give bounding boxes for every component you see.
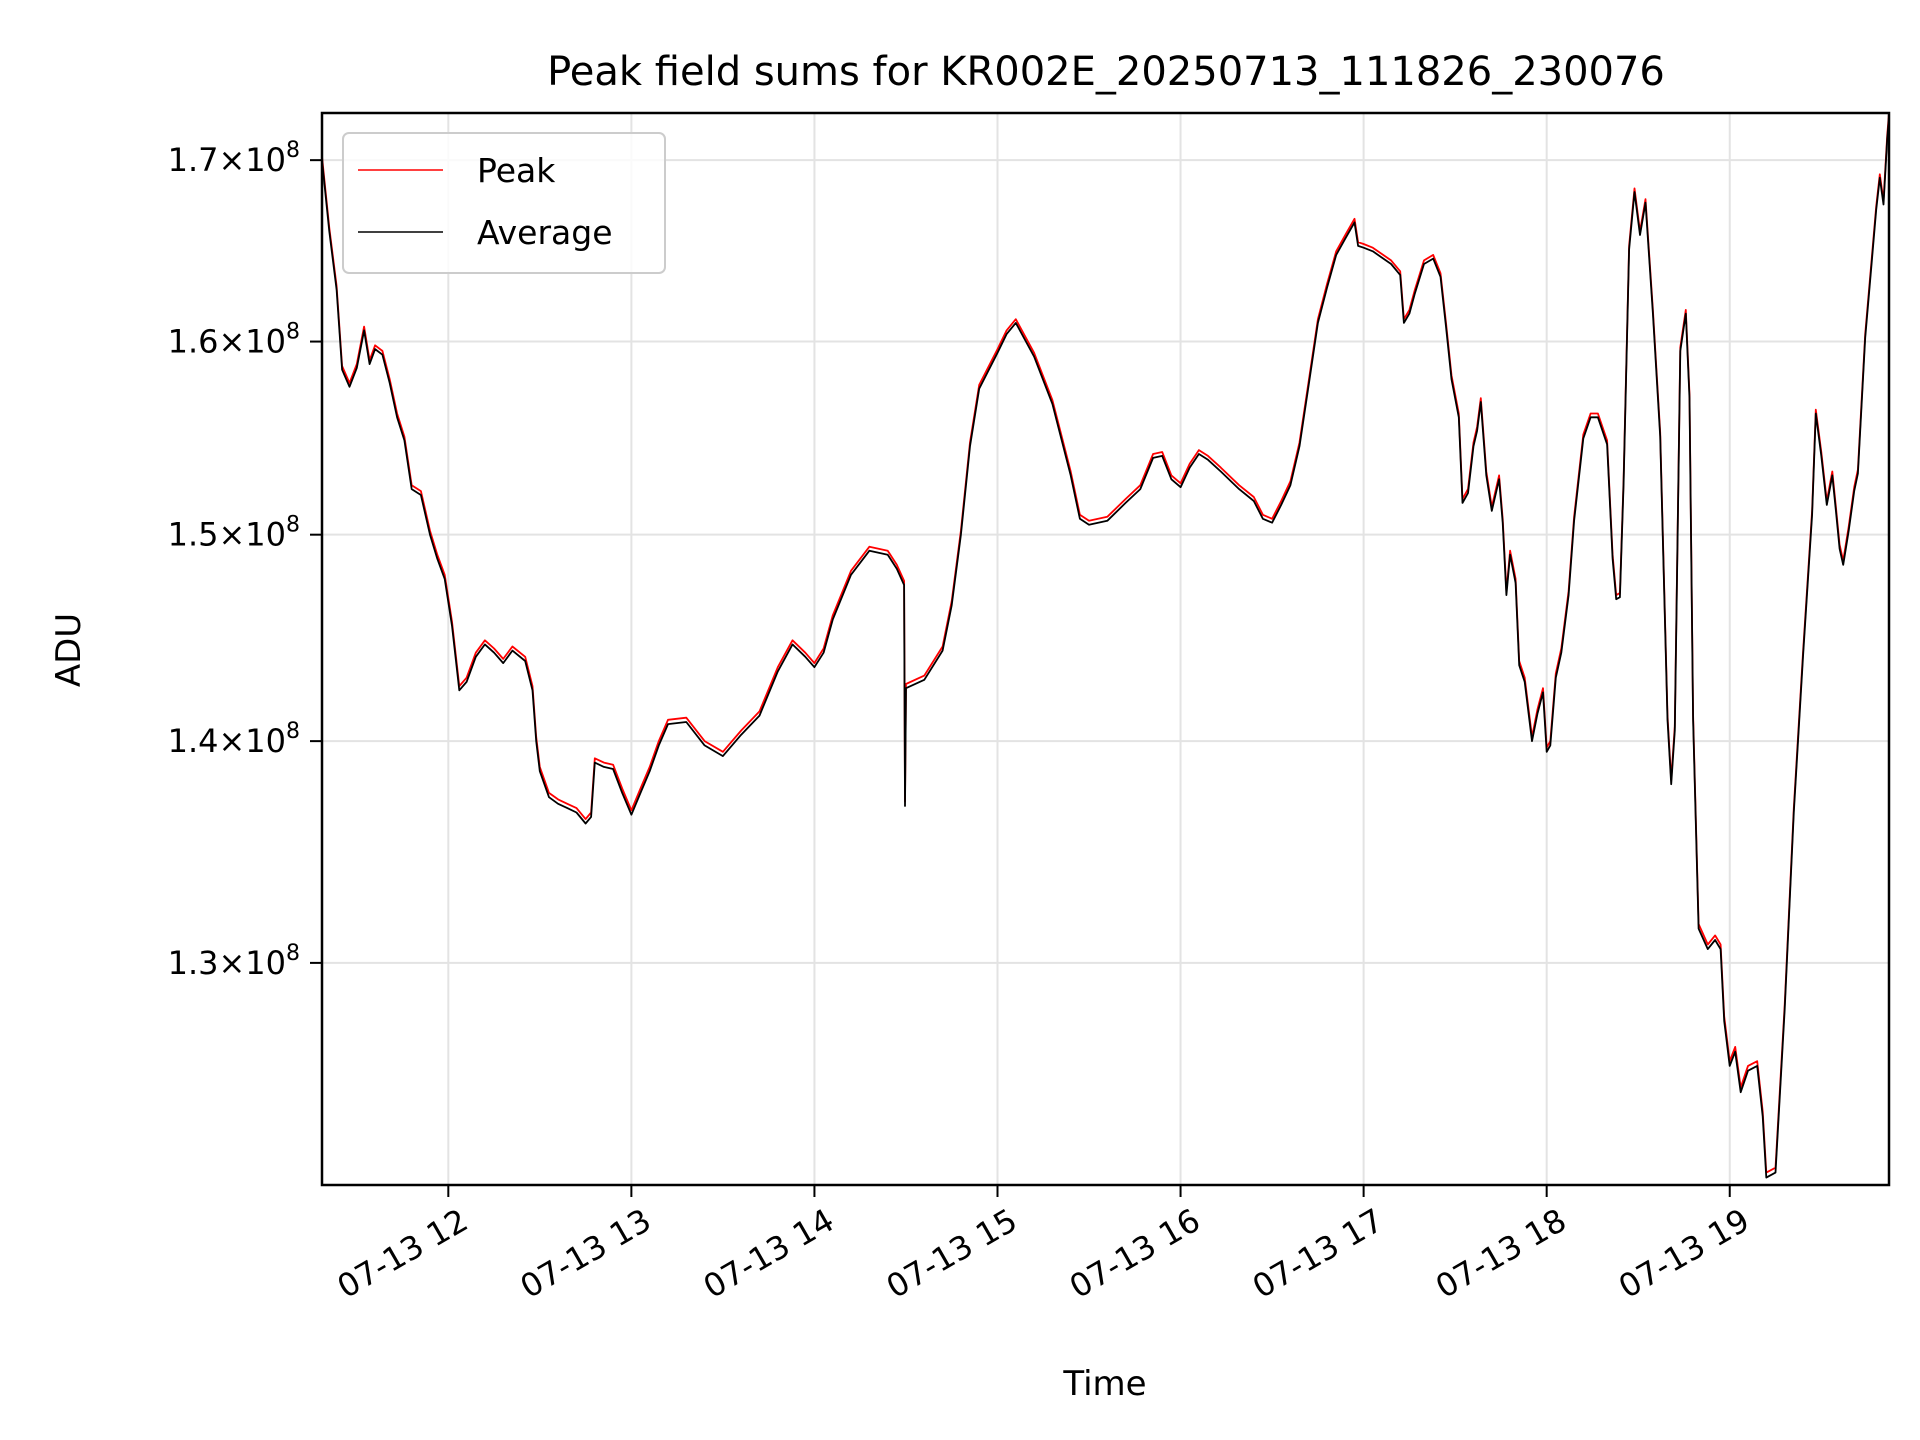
y-axis-label: ADU <box>49 613 89 687</box>
y-tick-label: 1.6×108 <box>168 320 300 361</box>
legend-label-average: Average <box>477 213 613 252</box>
legend-label-peak: Peak <box>477 151 556 190</box>
series-layer <box>322 113 1889 1179</box>
grid-lines <box>322 113 1889 1185</box>
series-line-peak <box>322 113 1889 1174</box>
legend: Peak Average <box>342 132 666 274</box>
chart-title: Peak field sums for KR002E_20250713_1118… <box>547 49 1665 95</box>
legend-box <box>342 132 666 274</box>
y-tick-label: 1.7×108 <box>168 138 300 179</box>
x-axis-label: Time <box>1062 1364 1146 1404</box>
y-tick-label: 1.5×108 <box>168 513 300 554</box>
y-tick-label: 1.4×108 <box>168 719 300 760</box>
series-line-average <box>322 116 1889 1179</box>
y-tick-label: 1.3×108 <box>168 941 300 982</box>
y-axis: 1.3×108 1.4×108 1.5×108 1.6×108 1.7×108 <box>168 138 322 982</box>
plot-frame <box>320 111 1891 1187</box>
